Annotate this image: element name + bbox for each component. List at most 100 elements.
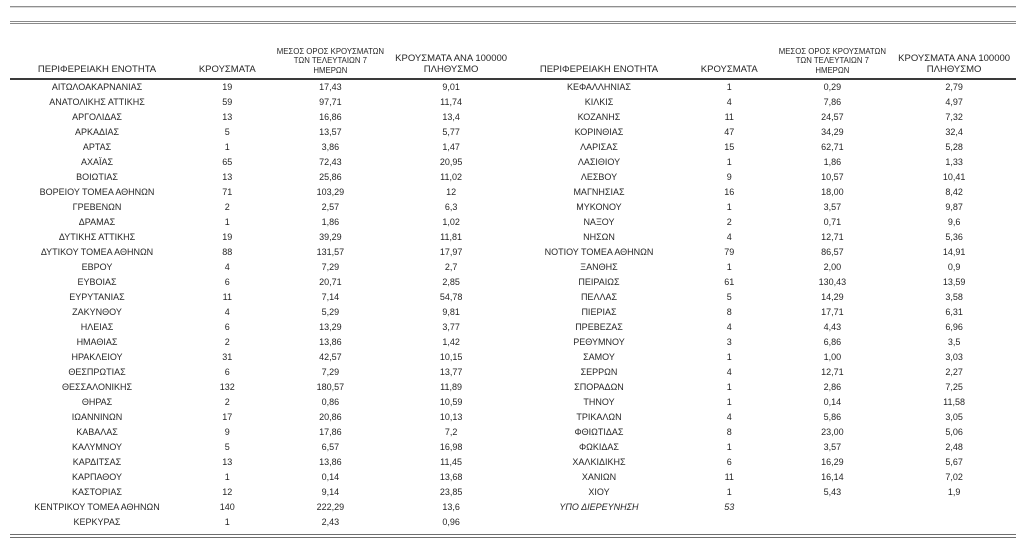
cases-cell: 132 xyxy=(219,381,235,392)
avg7-cell xyxy=(773,514,893,529)
cases-cell: 6 xyxy=(726,456,732,467)
avg7-cell: 2,43 xyxy=(321,516,340,527)
avg7-cell: 1,86 xyxy=(321,216,340,227)
avg7-cell: 16,29 xyxy=(821,456,844,467)
per100k-cell: 13,77 xyxy=(439,366,463,377)
per100k-cell: 3,77 xyxy=(442,321,460,332)
table-row: ΕΥΡΥΤΑΝΙΑΣ 11 7,14 54,78 ΠΕΛΛΑΣ 5 14,29 3,58 xyxy=(10,289,1016,304)
avg7-cell: 5,86 xyxy=(823,411,842,422)
header-avg7-left: ΜΕΣΟΣ ΟΡΟΣ ΚΡΟΥΣΜΑΤΩΝ ΤΩΝ ΤΕΛΕΥΤΑΙΩΝ 7 Η… xyxy=(270,40,391,80)
avg7-cell xyxy=(773,499,893,514)
per100k-cell: 5,67 xyxy=(945,456,963,467)
cases-cell: 3 xyxy=(726,336,732,347)
per100k-cell: 11,89 xyxy=(440,381,463,392)
avg7-cell: 10,57 xyxy=(821,171,844,182)
table-row: ΚΑΡΔΙΤΣΑΣ 13 13,86 11,45 ΧΑΛΚΙΔΙΚΗΣ 6 16,29 5,6… xyxy=(10,454,1016,469)
cases-cell: 5 xyxy=(224,441,230,452)
header-cases-left: ΚΡΟΥΣΜΑΤΑ xyxy=(184,40,271,80)
header-per100k-right: ΚΡΟΥΣΜΑΤΑ ΑΝΑ 100000 ΠΛΗΘΥΣΜΟ xyxy=(892,40,1016,80)
cases-cell: 59 xyxy=(222,96,233,107)
cases-cell: 16 xyxy=(724,186,735,197)
top-divider-line xyxy=(10,6,1016,8)
cases-cell: 13 xyxy=(222,171,233,182)
region-cell: ΔΡΑΜΑΣ xyxy=(78,216,116,227)
avg7-cell: 25,86 xyxy=(319,171,342,182)
avg7-cell: 3,57 xyxy=(823,441,842,452)
avg7-cell: 2,57 xyxy=(321,201,340,212)
table-row: ΙΩΑΝΝΙΝΩΝ 17 20,86 10,13 ΤΡΙΚΑΛΩΝ 4 5,86 3,05 xyxy=(10,409,1016,424)
region-cell: ΑΡΚΑΔΙΑΣ xyxy=(74,126,120,137)
region-cell: ΛΑΡΙΣΑΣ xyxy=(580,141,618,152)
table-row: ΔΥΤΙΚΟΥ ΤΟΜΕΑ ΑΘΗΝΩΝ 88 131,57 17,97 ΝΟΤΙΟΥ … xyxy=(10,244,1016,259)
avg7-cell: 5,43 xyxy=(823,486,842,497)
avg7-cell: 6,86 xyxy=(823,336,842,347)
per100k-cell: 6,96 xyxy=(945,321,963,332)
avg7-cell: 14,29 xyxy=(821,291,844,302)
avg7-cell: 7,14 xyxy=(321,291,340,302)
header-avg7-line1: ΜΕΣΟΣ ΟΡΟΣ ΚΡΟΥΣΜΑΤΩΝ xyxy=(276,46,385,56)
avg7-cell: 97,71 xyxy=(319,96,342,107)
avg7-cell: 13,86 xyxy=(319,456,342,467)
header-avg7-line2: ΤΩΝ ΤΕΛΕΥΤΑΙΩΝ 7 xyxy=(795,56,869,65)
cases-cell: 1 xyxy=(726,381,732,392)
region-cell: ΚΕΡΚΥΡΑΣ xyxy=(73,516,121,527)
table-row: ΒΟΡΕΙΟΥ ΤΟΜΕΑ ΑΘΗΝΩΝ 71 103,29 12 ΜΑΓΝΗΣΙΑΣ 1… xyxy=(10,184,1016,199)
avg7-cell: 0,29 xyxy=(823,82,842,92)
per100k-cell: 13,59 xyxy=(942,276,966,287)
avg7-cell: 3,57 xyxy=(823,201,842,212)
per100k-cell: 1,42 xyxy=(442,336,460,347)
per100k-cell: 10,59 xyxy=(439,396,463,407)
cases-cell xyxy=(686,514,773,529)
cases-cell: 1 xyxy=(726,351,732,362)
avg7-cell: 180,57 xyxy=(316,381,345,392)
header-cases-label: ΚΡΟΥΣΜΑΤΑ xyxy=(198,64,256,75)
per100k-cell: 5,36 xyxy=(945,231,963,242)
per100k-cell: 13,6 xyxy=(442,501,460,512)
per100k-cell: 5,28 xyxy=(945,141,963,152)
per100k-cell: 2,79 xyxy=(945,82,963,92)
per100k-cell: 9,01 xyxy=(442,82,460,92)
avg7-cell: 1,00 xyxy=(823,351,842,362)
per100k-cell: 17,97 xyxy=(439,246,463,257)
region-cell: ΒΟΙΩΤΙΑΣ xyxy=(76,171,118,182)
cases-cell: 11 xyxy=(724,471,734,482)
per100k-cell: 16,98 xyxy=(439,441,463,452)
table-row: ΚΑΡΠΑΘΟΥ 1 0,14 13,68 ΧΑΝΙΩΝ 11 16,14 7,02 xyxy=(10,469,1016,484)
per100k-cell: 1,47 xyxy=(442,141,460,152)
region-cell: ΡΕΘΥΜΝΟΥ xyxy=(573,336,625,347)
cases-cell: 4 xyxy=(726,321,732,332)
table-row: ΕΥΒΟΙΑΣ 6 20,71 2,85 ΠΕΙΡΑΙΩΣ 61 130,43 13,59 xyxy=(10,274,1016,289)
region-cell: ΚΑΒΑΛΑΣ xyxy=(76,426,118,437)
region-cell: ΛΕΣΒΟΥ xyxy=(580,171,618,182)
table-row: ΒΟΙΩΤΙΑΣ 13 25,86 11,02 ΛΕΣΒΟΥ 9 10,57 10,41 xyxy=(10,169,1016,184)
region-cell: ΣΕΡΡΩΝ xyxy=(580,366,618,377)
per100k-cell: 2,85 xyxy=(442,276,460,287)
avg7-cell: 131,57 xyxy=(316,246,345,257)
region-cell: ΝΑΞΟΥ xyxy=(583,216,615,227)
region-cell: ΖΑΚΥΝΘΟΥ xyxy=(72,306,122,317)
per100k-cell: 0,96 xyxy=(442,516,460,527)
per100k-cell: 32,4 xyxy=(945,126,963,137)
avg7-cell: 16,86 xyxy=(319,111,342,122)
cases-cell: 53 xyxy=(724,501,735,512)
region-cell: ΠΕΙΡΑΙΩΣ xyxy=(578,276,620,287)
region-cell: ΥΠΟ ΔΙΕΡΕΥΝΗΣΗ xyxy=(559,501,639,512)
cases-cell: 2 xyxy=(224,396,230,407)
table-row: ΚΑΛΥΜΝΟΥ 5 6,57 16,98 ΦΩΚΙΔΑΣ 1 3,57 2,48 xyxy=(10,439,1016,454)
header-row: ΠΕΡΙΦΕΡΕΙΑΚΗ ΕΝΟΤΗΤΑ ΚΡΟΥΣΜΑΤΑ ΜΕΣΟΣ ΟΡΟ… xyxy=(10,40,1016,80)
cases-cell: 1 xyxy=(726,396,732,407)
cases-cell: 47 xyxy=(724,126,735,137)
avg7-cell: 7,86 xyxy=(823,96,842,107)
header-avg7-line3: ΗΜΕΡΩΝ xyxy=(313,65,348,75)
cases-cell: 2 xyxy=(224,336,230,347)
table-row: ΑΙΤΩΛΟΑΚΑΡΝΑΝΙΑΣ 19 17,43 9,01 ΚΕΦΑΛΛΗΝΙΑΣ 1 0… xyxy=(10,79,1016,94)
cases-cell: 1 xyxy=(726,441,732,452)
table-row: ΘΗΡΑΣ 2 0,86 10,59 ΤΗΝΟΥ 1 0,14 11,58 xyxy=(10,394,1016,409)
avg7-cell: 17,71 xyxy=(821,306,844,317)
avg7-cell: 34,29 xyxy=(821,126,844,137)
region-cell: ΤΗΝΟΥ xyxy=(583,396,615,407)
region-cell: ΚΕΝΤΡΙΚΟΥ ΤΟΜΕΑ ΑΘΗΝΩΝ xyxy=(34,501,160,512)
cases-cell: 4 xyxy=(726,231,732,242)
region-cell: ΣΑΜΟΥ xyxy=(583,351,615,362)
cases-cell: 4 xyxy=(224,261,230,272)
